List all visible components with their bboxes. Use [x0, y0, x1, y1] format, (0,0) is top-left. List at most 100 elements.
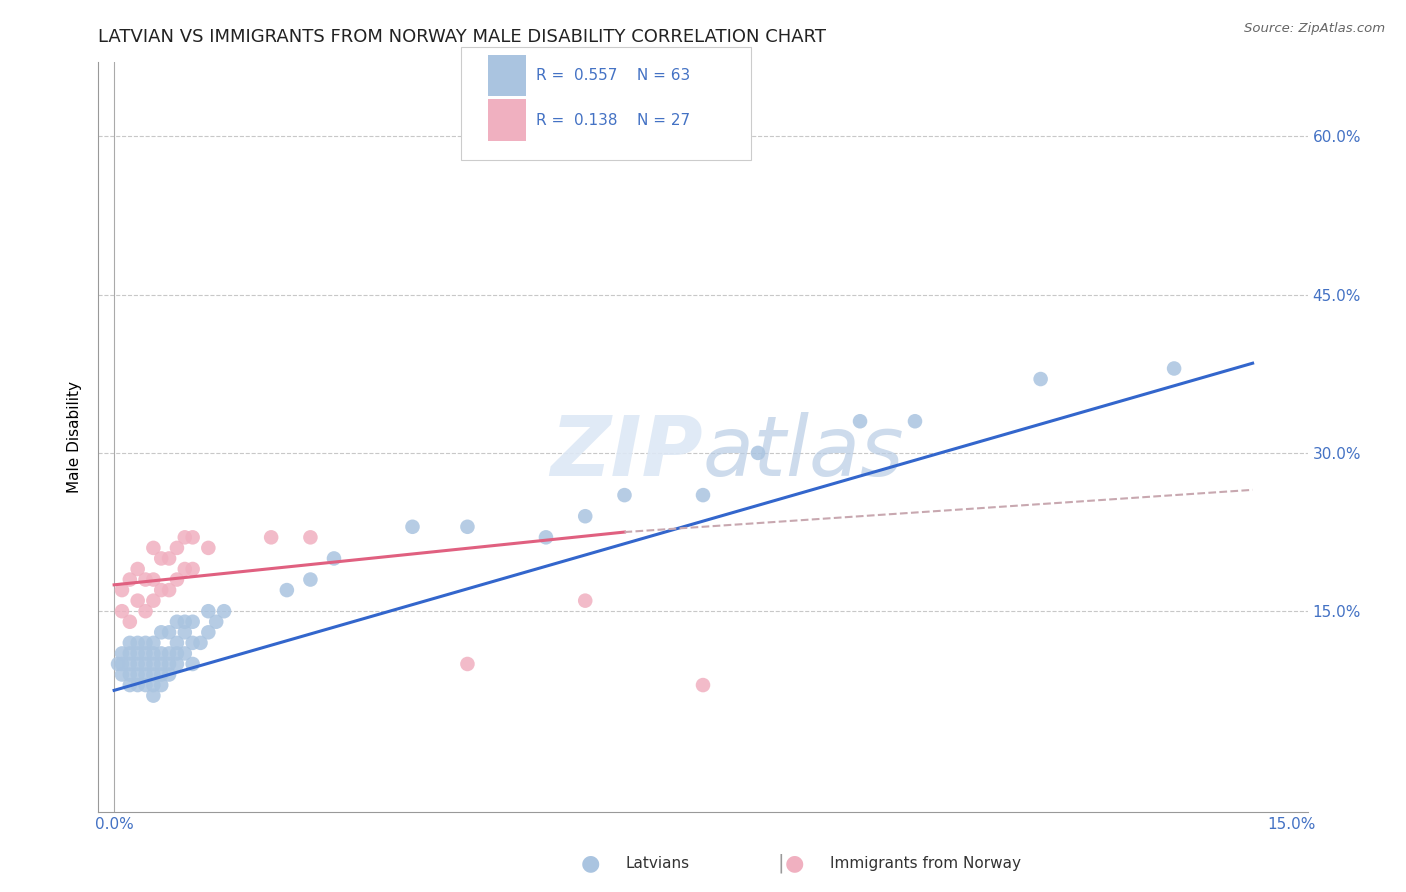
Point — [181, 530, 204, 544]
Point — [401, 520, 423, 534]
Point — [142, 593, 165, 607]
Point — [118, 678, 141, 692]
Point — [299, 530, 322, 544]
Point — [150, 678, 173, 692]
Text: ●: ● — [581, 854, 600, 873]
Point — [613, 488, 636, 502]
Point — [118, 573, 141, 587]
Point — [142, 541, 165, 555]
Text: atlas: atlas — [703, 411, 904, 492]
Point — [111, 667, 134, 681]
Point — [142, 636, 165, 650]
Point — [118, 647, 141, 661]
Point — [166, 657, 188, 671]
Point — [574, 593, 596, 607]
Text: LATVIAN VS IMMIGRANTS FROM NORWAY MALE DISABILITY CORRELATION CHART: LATVIAN VS IMMIGRANTS FROM NORWAY MALE D… — [98, 28, 827, 45]
Text: Source: ZipAtlas.com: Source: ZipAtlas.com — [1244, 22, 1385, 36]
Point — [205, 615, 228, 629]
Point — [260, 530, 283, 544]
Point — [135, 604, 157, 618]
Point — [150, 667, 173, 681]
Point — [197, 604, 219, 618]
Point — [127, 678, 149, 692]
Point — [212, 604, 235, 618]
Point — [166, 647, 188, 661]
Point — [166, 636, 188, 650]
Point — [111, 604, 134, 618]
Point — [150, 625, 173, 640]
Point — [157, 647, 180, 661]
Point — [135, 678, 157, 692]
Point — [135, 647, 157, 661]
Point — [135, 573, 157, 587]
Point — [118, 636, 141, 650]
Point — [692, 488, 714, 502]
Point — [142, 678, 165, 692]
Point — [111, 657, 134, 671]
Point — [166, 541, 188, 555]
Point — [181, 657, 204, 671]
Point — [142, 689, 165, 703]
Point — [127, 593, 149, 607]
Point — [135, 636, 157, 650]
Text: ●: ● — [785, 854, 804, 873]
Point — [181, 615, 204, 629]
Text: ZIP: ZIP — [550, 411, 703, 492]
Point — [127, 562, 149, 576]
Point — [142, 573, 165, 587]
Point — [118, 615, 141, 629]
Point — [181, 562, 204, 576]
Point — [904, 414, 927, 428]
Point — [692, 678, 714, 692]
Point — [181, 636, 204, 650]
Point — [118, 657, 141, 671]
Point — [150, 647, 173, 661]
Point — [111, 647, 134, 661]
FancyBboxPatch shape — [488, 54, 526, 95]
Point — [173, 562, 195, 576]
Point — [574, 509, 596, 524]
Point — [157, 583, 180, 598]
FancyBboxPatch shape — [461, 47, 751, 160]
Point — [142, 657, 165, 671]
Point — [323, 551, 346, 566]
Point — [173, 615, 195, 629]
Point — [135, 667, 157, 681]
Point — [107, 657, 129, 671]
Text: Latvians: Latvians — [626, 856, 690, 871]
Point — [276, 583, 298, 598]
Point — [142, 667, 165, 681]
Y-axis label: Male Disability: Male Disability — [67, 381, 83, 493]
Point — [150, 551, 173, 566]
Point — [127, 636, 149, 650]
Text: |: | — [778, 854, 783, 873]
Point — [197, 541, 219, 555]
Point — [456, 520, 478, 534]
FancyBboxPatch shape — [488, 99, 526, 141]
Point — [157, 625, 180, 640]
Point — [197, 625, 219, 640]
Point — [127, 647, 149, 661]
Text: R =  0.557    N = 63: R = 0.557 N = 63 — [536, 68, 690, 83]
Point — [118, 667, 141, 681]
Point — [127, 667, 149, 681]
Point — [173, 647, 195, 661]
Point — [142, 647, 165, 661]
Text: R =  0.138    N = 27: R = 0.138 N = 27 — [536, 112, 690, 128]
Point — [157, 657, 180, 671]
Point — [157, 551, 180, 566]
Point — [849, 414, 872, 428]
Point — [135, 657, 157, 671]
Point — [173, 530, 195, 544]
Point — [166, 615, 188, 629]
Text: Immigrants from Norway: Immigrants from Norway — [830, 856, 1021, 871]
Point — [299, 573, 322, 587]
Point — [150, 583, 173, 598]
Point — [1029, 372, 1052, 386]
Point — [1163, 361, 1185, 376]
Point — [456, 657, 478, 671]
Point — [747, 446, 769, 460]
Point — [534, 530, 557, 544]
Point — [127, 657, 149, 671]
Point — [111, 583, 134, 598]
